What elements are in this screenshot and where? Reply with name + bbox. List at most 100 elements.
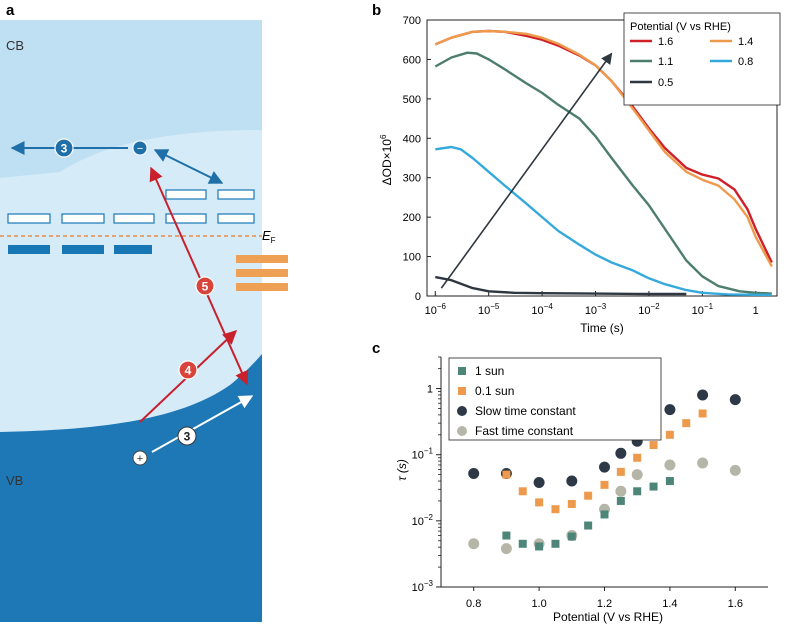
panel-b-chart: b 0 100 200 300 400 500 600 700 10−6 10−5 10−4 10−3… — [372, 2, 781, 335]
panel-label-b: b — [372, 2, 381, 19]
series-line-1.1 — [434, 51, 772, 295]
legend-box — [448, 357, 662, 441]
x-tick-label: 10−4 — [531, 302, 553, 317]
data-point — [500, 543, 512, 555]
recombination-arrow — [149, 166, 249, 386]
step-marker — [178, 360, 198, 380]
panel-label-a: a — [6, 2, 15, 19]
y-tick-label: 200 — [403, 212, 421, 224]
data-point — [599, 461, 610, 473]
legend-label: 1.6 — [658, 36, 673, 48]
series-line-1.4 — [434, 29, 773, 267]
data-point — [468, 538, 480, 550]
conduction-band — [0, 20, 262, 178]
legend-swatch — [457, 406, 467, 416]
legend-swatch — [457, 426, 467, 436]
data-point — [616, 467, 625, 476]
panel-c-chart: c 0.8 1.0 1.2 1.4 1.6 1 10−1 10−2 10−3 Potential… — [372, 340, 768, 624]
axis-ticks: 0.8 1.0 1.2 1.4 1.6 1 10−1 10−2 10−3 — [412, 356, 743, 610]
data-point — [682, 419, 691, 428]
data-point — [729, 464, 741, 476]
data-point — [615, 485, 627, 497]
empty-state — [113, 213, 155, 224]
filled-state — [62, 245, 104, 254]
filled-state — [8, 245, 50, 254]
empty-state — [61, 213, 105, 224]
data-point — [697, 389, 709, 401]
y-tick-label: 100 — [403, 252, 421, 264]
data-point — [698, 409, 707, 418]
data-point — [615, 447, 627, 459]
data-point — [649, 482, 658, 491]
step-marker — [195, 276, 215, 296]
fermi-label: EF — [262, 228, 276, 245]
data-point — [567, 499, 576, 508]
plot-frame — [426, 19, 778, 297]
data-point — [697, 457, 709, 469]
hole-transport-arrow — [151, 395, 254, 453]
y-tick-label: 10−3 — [412, 579, 434, 594]
y-tick-label: 1 — [427, 384, 433, 396]
data-point — [468, 467, 480, 479]
data-point — [567, 532, 576, 541]
legend-label: Fast time constant — [475, 424, 574, 438]
legend-label: 1 sun — [475, 364, 504, 378]
y-tick-label: 10−2 — [412, 513, 434, 528]
step-marker — [177, 426, 197, 446]
orange-state — [236, 255, 288, 263]
legend-label: 0.5 — [658, 77, 673, 89]
y-tick-label: 500 — [403, 94, 421, 106]
legend-box — [623, 12, 781, 106]
data-point — [633, 487, 642, 496]
data-point — [535, 542, 544, 551]
orange-state — [236, 283, 288, 291]
panel-a-band-diagram: a CB VB EF − — [0, 2, 288, 622]
x-tick-label: 1.0 — [531, 598, 546, 610]
x-axis-label: Time (s) — [580, 321, 624, 335]
legend: 1 sun 0.1 sun Slow time constant Fast time … — [448, 357, 662, 441]
data-point — [664, 404, 676, 416]
legend-label: 1.1 — [658, 56, 673, 68]
y-tick-label: 700 — [403, 15, 421, 27]
data-point — [502, 531, 511, 540]
data-point — [649, 441, 658, 450]
filled-state — [114, 245, 152, 254]
data-point — [584, 521, 593, 530]
data-point — [633, 453, 642, 462]
vb-label: VB — [6, 473, 23, 488]
data-point — [566, 475, 578, 487]
scatter-points — [468, 389, 741, 555]
electron-icon — [132, 140, 148, 156]
orange-state — [236, 269, 288, 277]
data-point — [665, 430, 674, 439]
y-tick-label: 300 — [403, 173, 421, 185]
series-lines — [434, 29, 773, 296]
x-tick-label: 10−1 — [692, 302, 714, 317]
x-tick-label: 10−5 — [478, 302, 500, 317]
data-point — [664, 459, 676, 471]
panel-label-c: c — [372, 340, 380, 357]
data-point — [729, 394, 741, 406]
legend-label: 0.1 sun — [475, 384, 514, 398]
series-line-0.8 — [435, 145, 772, 296]
empty-state — [165, 189, 207, 200]
data-point — [551, 505, 560, 514]
legend: Potential (V vs RHE) 1.6 1.4 1.1 0.8 0.5 — [623, 12, 781, 106]
trend-arrow — [440, 52, 613, 289]
y-tick-label: 10−1 — [412, 447, 434, 462]
step-marker — [54, 138, 74, 158]
empty-state — [7, 213, 51, 224]
legend-swatch — [458, 367, 466, 375]
data-point — [518, 539, 527, 548]
data-point — [533, 477, 545, 489]
y-tick-label: 600 — [403, 54, 421, 66]
data-point — [502, 470, 511, 479]
data-point — [631, 469, 643, 481]
x-tick-label: 10−6 — [425, 302, 447, 317]
legend-label: Slow time constant — [475, 404, 576, 418]
valence-band — [0, 354, 262, 622]
legend-title: Potential (V vs RHE) — [630, 21, 731, 33]
y-tick-label: 400 — [403, 133, 421, 145]
x-tick-label: 1.4 — [662, 598, 677, 610]
